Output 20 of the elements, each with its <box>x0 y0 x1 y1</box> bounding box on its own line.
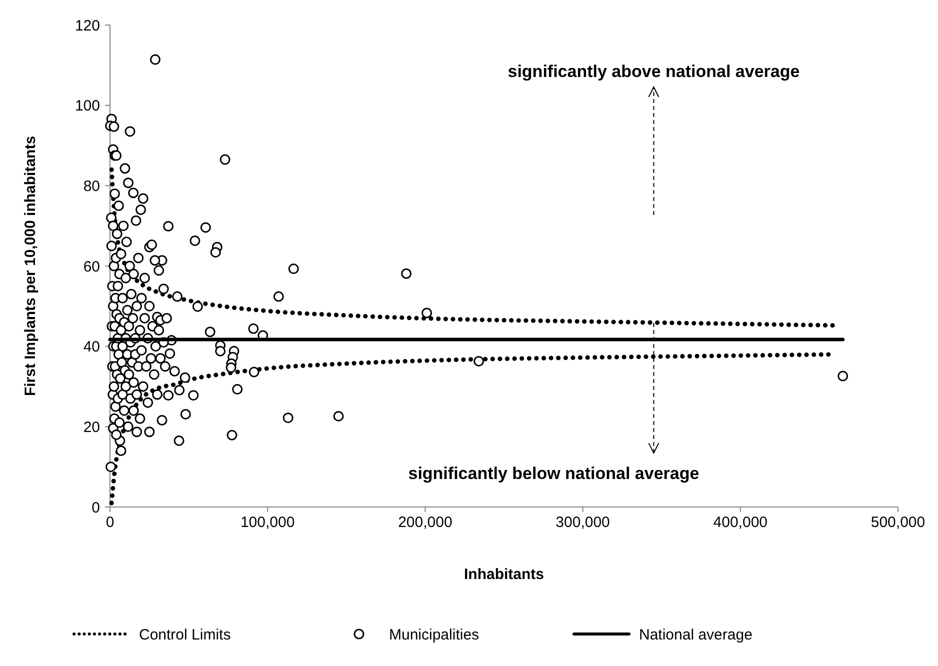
y-tick-label: 0 <box>92 499 100 516</box>
x-tick-label: 200,000 <box>398 514 452 531</box>
y-axis-title: First Implants per 10,000 inhabitants <box>22 136 39 396</box>
legend-label: National average <box>639 626 752 644</box>
legend-label: Municipalities <box>389 626 480 644</box>
annotation: significantly above national average <box>508 62 800 81</box>
x-axis-title: Inhabitants <box>464 566 544 583</box>
x-tick-label: 100,000 <box>240 514 295 531</box>
y-tick-label: 60 <box>83 258 100 276</box>
y-tick-label: 20 <box>83 418 100 436</box>
y-tick-label: 80 <box>83 178 100 195</box>
y-tick-label: 120 <box>74 17 100 34</box>
annotation: significantly below national average <box>408 464 700 484</box>
x-tick-label: 0 <box>106 514 114 531</box>
x-tick-label: 500,000 <box>870 514 926 531</box>
y-tick-label: 100 <box>74 98 100 115</box>
x-tick-label: 300,000 <box>556 514 610 531</box>
legend-label: Control Limits <box>139 626 231 644</box>
y-tick-label: 40 <box>83 338 100 356</box>
x-tick-label: 400,000 <box>713 514 768 531</box>
